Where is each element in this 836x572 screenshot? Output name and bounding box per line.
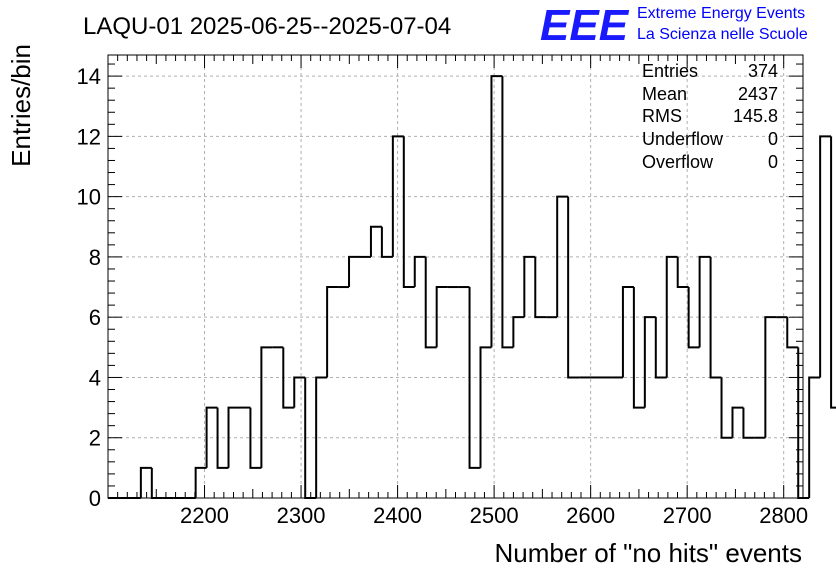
histogram-bin: [830, 136, 836, 409]
y-tick-label: 10: [77, 185, 101, 210]
histogram-bin: [720, 377, 733, 439]
x-tick-label: 2800: [759, 503, 808, 528]
histogram-bin: [501, 76, 514, 349]
y-tick-label: 12: [77, 124, 101, 149]
grid-lines: [108, 55, 803, 498]
histogram-bin: [490, 75, 503, 348]
y-axis-label: Entries/bin: [6, 44, 36, 167]
x-tick-label: 2200: [180, 503, 229, 528]
stat-label-rms: RMS: [642, 106, 682, 126]
histogram-bin: [742, 407, 755, 439]
histogram-bin: [205, 406, 218, 468]
y-tick-label: 2: [89, 426, 101, 451]
histogram-bin: [665, 255, 678, 378]
histogram-series: [108, 75, 836, 499]
histogram-bin: [424, 256, 437, 349]
histogram-bin: [808, 376, 821, 498]
y-tick-label: 6: [89, 305, 101, 330]
eee-logo-line1: Extreme Energy Events: [637, 5, 805, 22]
histogram-bin: [293, 376, 306, 408]
histogram-bin: [534, 256, 547, 319]
y-tick-label: 14: [77, 64, 101, 89]
histogram-bin: [194, 466, 207, 498]
histogram-bin: [797, 347, 810, 499]
histogram-bin: [139, 466, 152, 498]
histogram-bin: [326, 286, 339, 378]
stat-value-underflow: 0: [768, 129, 778, 149]
histogram-bin: [676, 256, 689, 289]
x-tick-label: 2500: [470, 503, 519, 528]
stat-label-entries: Entries: [642, 61, 698, 81]
histogram-bin: [698, 255, 711, 348]
x-tick-label: 2300: [277, 503, 326, 528]
histogram-bin: [369, 225, 382, 257]
x-tick-label: 2700: [663, 503, 712, 528]
histogram-bin: [523, 255, 536, 318]
histogram-bin: [380, 226, 393, 258]
histogram-bin: [249, 407, 262, 469]
chart-title: LAQU-01 2025-06-25--2025-07-04: [83, 13, 451, 40]
histogram-bin: [643, 316, 656, 408]
histogram-bin: [435, 286, 448, 348]
stat-value-rms: 145.8: [733, 106, 778, 126]
histogram-bin: [150, 467, 163, 499]
x-axis-label: Number of "no hits" events: [495, 538, 803, 568]
x-tick-label: 2400: [373, 503, 422, 528]
eee-logo-line2: La Scienza nelle Scuole: [637, 26, 808, 43]
histogram-bin: [819, 135, 832, 378]
histogram-bin: [227, 406, 240, 468]
histogram-bin: [632, 287, 645, 409]
x-tick-label: 2600: [566, 503, 615, 528]
histogram-bin: [654, 317, 667, 379]
histogram-bin: [479, 346, 492, 468]
histogram-bin: [512, 316, 525, 348]
histogram-bin: [282, 347, 295, 409]
stat-label-mean: Mean: [642, 84, 687, 104]
histogram-bin: [391, 135, 404, 257]
eee-logo-mark: EEE: [540, 1, 630, 50]
stat-value-overflow: 0: [768, 152, 778, 172]
histogram-bin: [260, 346, 273, 468]
histogram-bin: [216, 407, 229, 469]
histogram-bin: [468, 287, 481, 469]
eee-logo: EEE Extreme Energy Events La Scienza nel…: [540, 1, 808, 50]
stats-box: Entries 374 Mean 2437 RMS 145.8 Underflo…: [642, 61, 778, 172]
histogram-bin: [402, 136, 415, 289]
axes: 2200 2300 2400 2500 2600 2700 2800 0 2 4 6 8 10 12 14: [77, 54, 808, 528]
histogram-bin: [786, 317, 799, 349]
stat-label-overflow: Overflow: [642, 152, 714, 172]
stat-value-entries: 374: [748, 61, 778, 81]
histogram-bin: [621, 286, 634, 378]
stat-value-mean: 2437: [738, 84, 778, 104]
histogram-bin: [687, 287, 700, 349]
histogram-bin: [731, 406, 744, 438]
histogram-bin: [413, 255, 426, 288]
histogram-bin: [567, 196, 580, 379]
y-tick-label: 4: [89, 365, 101, 390]
stat-label-underflow: Underflow: [642, 129, 724, 149]
y-tick-label: 0: [89, 486, 101, 511]
y-tick-label: 8: [89, 245, 101, 270]
histogram-bin: [348, 255, 360, 288]
histogram-bin: [556, 195, 569, 318]
histogram-bin: [764, 316, 777, 438]
histogram-bin: [709, 256, 722, 379]
histogram-bin: [315, 376, 328, 498]
